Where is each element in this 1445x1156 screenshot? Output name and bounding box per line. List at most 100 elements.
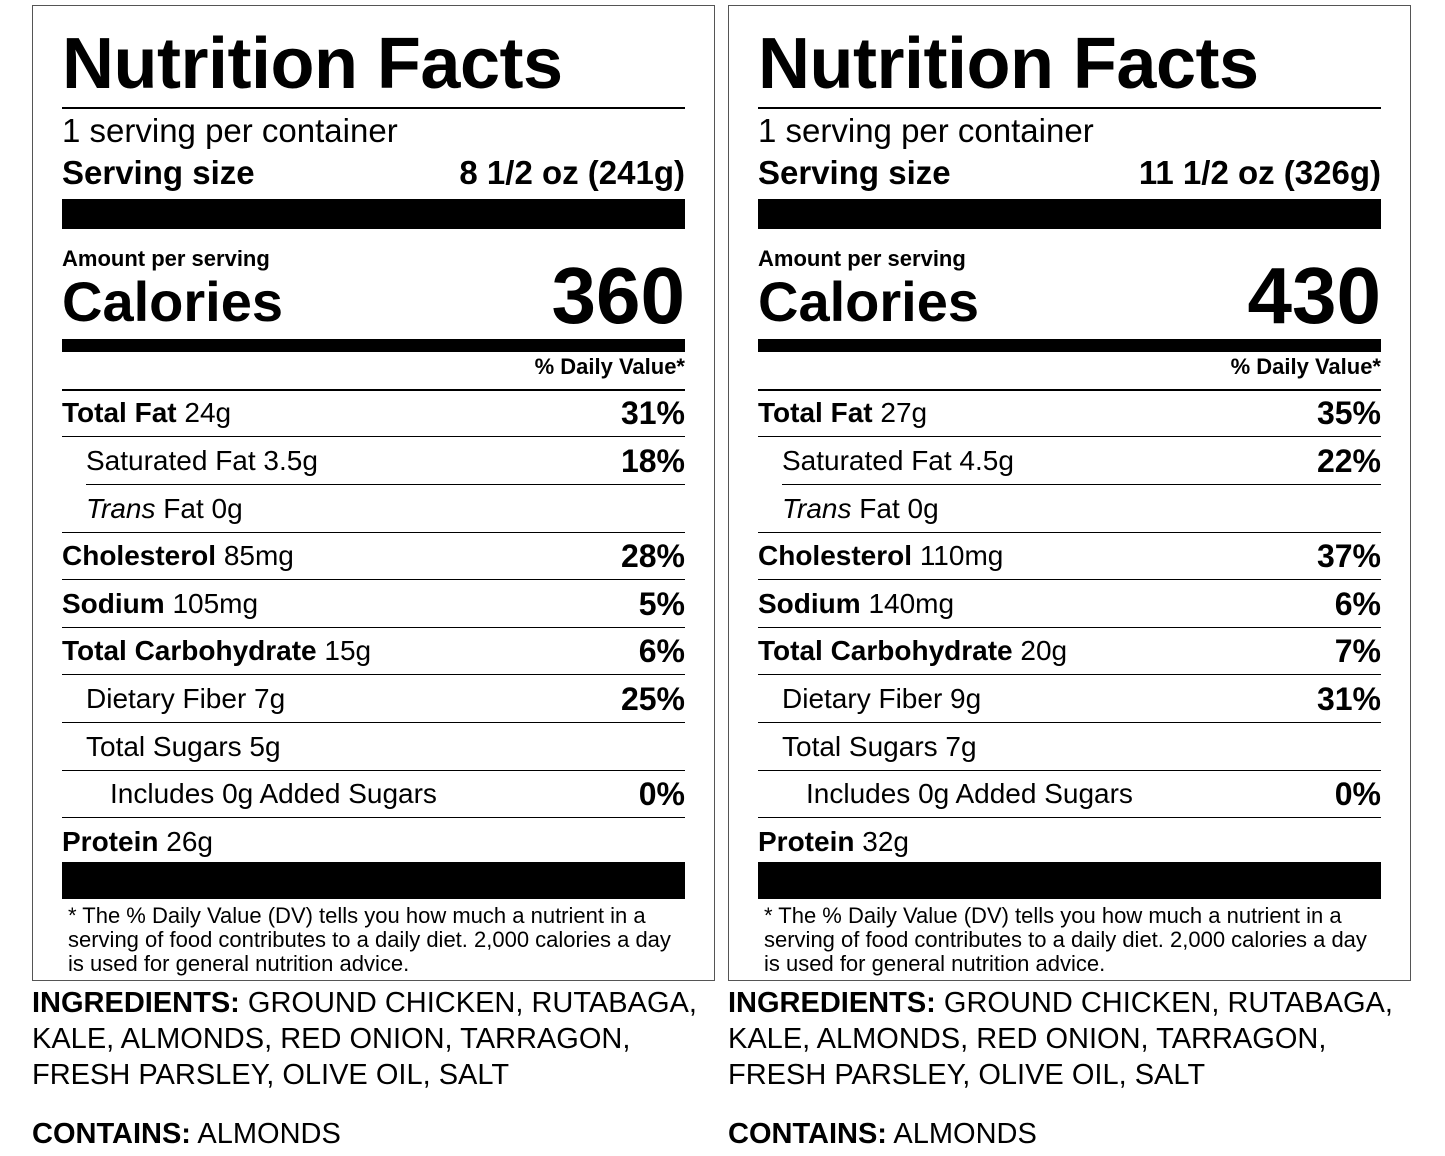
row-divider [758, 531, 1381, 533]
nutrient-name: Fat 0g [859, 493, 939, 524]
thick-divider [62, 199, 685, 229]
row-divider [62, 578, 685, 580]
row-divider [758, 578, 1381, 580]
thick-divider-bottom [758, 862, 1381, 899]
row-divider [62, 435, 685, 437]
title-rule [758, 107, 1381, 109]
nutrient-dv: 22% [1316, 443, 1381, 479]
row-divider [758, 721, 1381, 723]
nutrient-name-italic: Trans [782, 493, 852, 524]
nutrient-name: Total Sugars 7g [782, 731, 977, 762]
nutrition-facts-label: Nutrition Facts 1 serving per container … [728, 5, 1411, 981]
nutrient-name: Sodium [62, 588, 165, 619]
nutrient-row-saturated-fat: Saturated Fat 3.5g 18% [86, 438, 685, 485]
nutrition-facts-label: Nutrition Facts 1 serving per container … [32, 5, 715, 981]
nutrient-row-protein: Protein 32g [758, 819, 1381, 865]
ingredients-label: INGREDIENTS: [728, 987, 936, 1019]
dv-rule [62, 389, 685, 391]
nutrition-panel-right: Nutrition Facts 1 serving per container … [728, 0, 1414, 1156]
nutrient-amount: 20g [1020, 635, 1068, 666]
serving-size-value: 8 1/2 oz (241g) [459, 154, 685, 191]
nutrient-name: Total Sugars 5g [86, 731, 281, 762]
daily-value-footnote: * The % Daily Value (DV) tells you how m… [68, 903, 671, 976]
label-title: Nutrition Facts [758, 24, 1259, 104]
thick-divider [758, 199, 1381, 229]
serving-size-row: Serving size 11 1/2 oz (326g) [758, 152, 1381, 194]
nutrient-name: Protein [758, 826, 855, 857]
nutrient-dv: 31% [620, 395, 685, 431]
nutrition-panel-left: Nutrition Facts 1 serving per container … [32, 0, 718, 1156]
nutrient-row-cholesterol: Cholesterol 110mg 37% [758, 533, 1381, 580]
nutrient-amount: 26g [166, 826, 213, 857]
row-divider [62, 626, 685, 628]
nutrient-row-total-sugars: Total Sugars 7g [758, 724, 1381, 771]
nutrient-name: Cholesterol [758, 540, 913, 571]
daily-value-footnote: * The % Daily Value (DV) tells you how m… [764, 903, 1367, 976]
nutrient-name: Includes 0g Added Sugars [110, 778, 437, 809]
nutrient-name: Dietary Fiber 7g [86, 683, 286, 714]
nutrient-amount: 15g [324, 635, 372, 666]
nutrient-name: Fat 0g [163, 493, 243, 524]
nutrient-amount: 105mg [172, 588, 259, 619]
nutrient-dv: 28% [620, 538, 685, 574]
nutrient-name: Total Fat [758, 397, 873, 428]
serving-size-label: Serving size [758, 154, 951, 191]
nutrient-row-total-carbohydrate: Total Carbohydrate 15g 6% [62, 628, 685, 675]
nutrient-row-trans-fat: Trans Fat 0g [62, 486, 685, 533]
thick-divider-bottom [62, 862, 685, 899]
row-divider [758, 626, 1381, 628]
row-divider [758, 769, 1381, 771]
nutrient-row-added-sugars: Includes 0g Added Sugars 0% [758, 771, 1381, 818]
contains-text: ALMONDS [197, 1118, 341, 1150]
nutrient-row-added-sugars: Includes 0g Added Sugars 0% [62, 771, 685, 818]
row-divider [782, 483, 1381, 485]
allergen-statement: CONTAINS: ALMONDS [32, 1116, 341, 1152]
row-divider [758, 816, 1381, 818]
row-divider [758, 435, 1381, 437]
servings-per-container: 1 serving per container [62, 112, 398, 149]
daily-value-header: % Daily Value* [534, 354, 685, 379]
nutrient-name: Saturated Fat 3.5g [86, 445, 318, 476]
nutrient-name: Sodium [758, 588, 861, 619]
nutrient-row-total-fat: Total Fat 27g 35% [758, 390, 1381, 437]
nutrient-name: Dietary Fiber 9g [782, 683, 982, 714]
nutrient-amount: 32g [862, 826, 909, 857]
nutrient-dv: 25% [620, 681, 685, 717]
nutrient-name: Total Carbohydrate [62, 635, 317, 666]
calories-value: 430 [1247, 251, 1381, 340]
label-title: Nutrition Facts [62, 24, 563, 104]
nutrient-dv: 0% [638, 776, 685, 812]
nutrient-row-total-sugars: Total Sugars 5g [62, 724, 685, 771]
serving-size-label: Serving size [62, 154, 255, 191]
nutrient-row-dietary-fiber: Dietary Fiber 7g 25% [62, 676, 685, 723]
row-divider [62, 816, 685, 818]
contains-label: CONTAINS: [32, 1118, 191, 1150]
nutrient-name: Cholesterol [62, 540, 217, 571]
nutrient-row-saturated-fat: Saturated Fat 4.5g 22% [782, 438, 1381, 485]
calories-label: Calories [758, 270, 979, 333]
nutrient-amount: 85mg [223, 540, 294, 571]
nutrient-name: Protein [62, 826, 159, 857]
nutrient-row-protein: Protein 26g [62, 819, 685, 865]
nutrient-amount: 110mg [919, 540, 1004, 571]
contains-label: CONTAINS: [728, 1118, 887, 1150]
nutrient-dv: 31% [1316, 681, 1381, 717]
ingredients-list: INGREDIENTS: GROUND CHICKEN, RUTABAGA, K… [32, 985, 718, 1093]
nutrient-amount: 140mg [868, 588, 955, 619]
nutrient-dv: 18% [620, 443, 685, 479]
nutrient-name: Total Fat [62, 397, 177, 428]
row-divider [758, 673, 1381, 675]
serving-size-value: 11 1/2 oz (326g) [1138, 154, 1381, 191]
nutrient-row-total-carbohydrate: Total Carbohydrate 20g 7% [758, 628, 1381, 675]
nutrient-dv: 5% [638, 586, 685, 622]
amount-per-serving: Amount per serving [62, 246, 270, 271]
nutrient-row-dietary-fiber: Dietary Fiber 9g 31% [758, 676, 1381, 723]
ingredients-text: GROUND CHICKEN, RUTABAGA, KALE, ALMONDS,… [728, 987, 1393, 1091]
dv-rule [758, 389, 1381, 391]
nutrient-dv: 6% [638, 633, 685, 669]
nutrient-dv: 35% [1316, 395, 1381, 431]
nutrient-dv: 7% [1334, 633, 1381, 669]
nutrient-row-cholesterol: Cholesterol 85mg 28% [62, 533, 685, 580]
nutrient-amount: 24g [184, 397, 232, 428]
nutrient-name: Saturated Fat 4.5g [782, 445, 1014, 476]
